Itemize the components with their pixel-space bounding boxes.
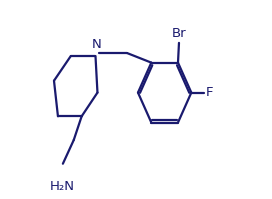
Text: N: N bbox=[92, 38, 101, 51]
Text: F: F bbox=[206, 86, 214, 99]
Text: Br: Br bbox=[172, 27, 186, 40]
Text: H₂N: H₂N bbox=[50, 179, 75, 192]
